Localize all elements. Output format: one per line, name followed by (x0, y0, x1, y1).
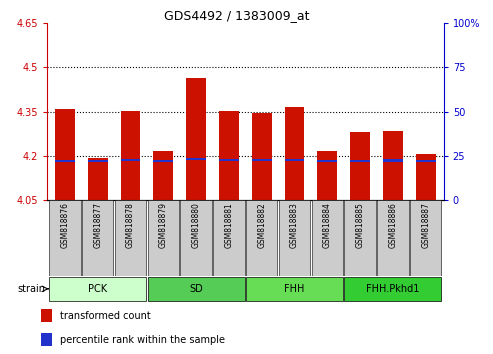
Bar (252, 159, 272, 161)
Bar (88, 158, 107, 200)
Text: SD: SD (189, 284, 203, 294)
Text: GSM818885: GSM818885 (355, 202, 364, 248)
Bar (416, 154, 435, 200)
Bar (344, 200, 376, 276)
Bar (147, 200, 179, 276)
Text: GSM818887: GSM818887 (421, 202, 430, 248)
Text: strain: strain (17, 284, 45, 294)
Bar (284, 107, 304, 200)
Bar (153, 160, 173, 162)
Bar (41, 333, 52, 346)
Text: percentile rank within the sample: percentile rank within the sample (60, 335, 225, 345)
Bar (312, 200, 343, 276)
Text: GSM818883: GSM818883 (290, 202, 299, 248)
Text: GSM818882: GSM818882 (257, 202, 266, 248)
Bar (49, 200, 81, 276)
Bar (350, 132, 370, 200)
Text: GSM818881: GSM818881 (224, 202, 233, 248)
Text: transformed count: transformed count (60, 311, 151, 321)
Bar (55, 160, 75, 162)
Bar (55, 109, 75, 200)
Text: GSM818880: GSM818880 (192, 202, 201, 248)
Text: GSM818884: GSM818884 (323, 202, 332, 248)
Bar (153, 152, 173, 200)
Bar (88, 160, 107, 162)
Bar (344, 278, 441, 301)
Bar (147, 278, 245, 301)
Bar (383, 131, 403, 200)
Text: FHH.Pkhd1: FHH.Pkhd1 (366, 284, 420, 294)
Bar (219, 159, 239, 161)
Bar (115, 200, 146, 276)
Bar (246, 278, 343, 301)
Bar (82, 200, 113, 276)
Bar (246, 200, 278, 276)
Text: GDS4492 / 1383009_at: GDS4492 / 1383009_at (164, 9, 310, 22)
Text: GSM818876: GSM818876 (60, 202, 70, 248)
Text: GSM818877: GSM818877 (93, 202, 102, 248)
Bar (284, 159, 304, 161)
Bar (317, 160, 337, 162)
Bar (416, 160, 435, 162)
Text: GSM818878: GSM818878 (126, 202, 135, 248)
Bar (377, 200, 409, 276)
Text: FHH: FHH (284, 284, 305, 294)
Bar (317, 152, 337, 200)
Bar (213, 200, 245, 276)
Bar (350, 160, 370, 162)
Bar (186, 78, 206, 200)
Text: GSM818886: GSM818886 (388, 202, 397, 248)
Bar (121, 159, 141, 161)
Bar (49, 278, 146, 301)
Text: PCK: PCK (88, 284, 107, 294)
Bar (252, 113, 272, 200)
Bar (186, 158, 206, 160)
Bar (41, 309, 52, 322)
Bar (279, 200, 310, 276)
Bar (383, 159, 403, 161)
Bar (219, 111, 239, 200)
Text: GSM818879: GSM818879 (159, 202, 168, 248)
Bar (180, 200, 212, 276)
Bar (410, 200, 441, 276)
Bar (121, 111, 141, 200)
